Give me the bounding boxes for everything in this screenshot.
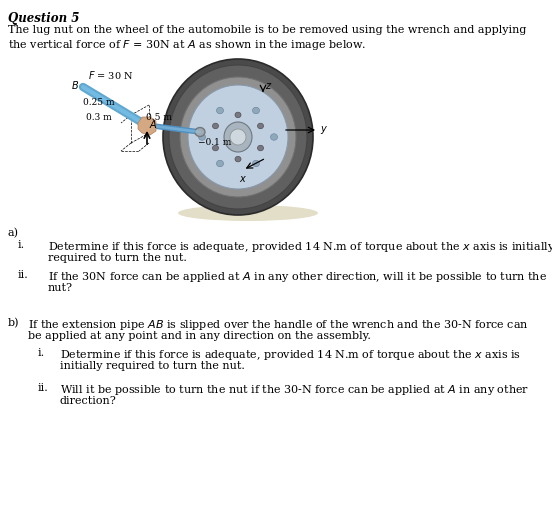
Ellipse shape bbox=[258, 123, 263, 129]
Text: $z$: $z$ bbox=[265, 81, 272, 91]
Text: $A$: $A$ bbox=[149, 118, 157, 130]
Text: i.: i. bbox=[18, 240, 25, 250]
Text: required to turn the nut.: required to turn the nut. bbox=[48, 253, 187, 263]
Ellipse shape bbox=[252, 160, 259, 167]
Text: a): a) bbox=[8, 228, 19, 238]
Text: $x$: $x$ bbox=[239, 174, 247, 184]
Text: $B$: $B$ bbox=[71, 79, 79, 91]
Ellipse shape bbox=[213, 123, 219, 129]
Ellipse shape bbox=[230, 129, 246, 145]
Text: direction?: direction? bbox=[60, 396, 117, 406]
Polygon shape bbox=[138, 117, 156, 135]
Text: $F$ = 30 N: $F$ = 30 N bbox=[88, 69, 134, 81]
Text: If the 30N force can be applied at $A$ in any other direction, will it be possib: If the 30N force can be applied at $A$ i… bbox=[48, 270, 547, 284]
Ellipse shape bbox=[216, 107, 224, 114]
Text: 0.25 m: 0.25 m bbox=[83, 98, 115, 107]
Text: 0.3 m: 0.3 m bbox=[86, 113, 112, 122]
Ellipse shape bbox=[235, 112, 241, 118]
Text: $y$: $y$ bbox=[320, 124, 328, 136]
Ellipse shape bbox=[199, 134, 205, 140]
Text: ii.: ii. bbox=[18, 270, 29, 280]
Text: Determine if this force is adequate, provided 14 N.m of torque about the $x$ axi: Determine if this force is adequate, pro… bbox=[48, 240, 552, 254]
Ellipse shape bbox=[216, 160, 224, 167]
Ellipse shape bbox=[224, 122, 252, 152]
Ellipse shape bbox=[235, 156, 241, 162]
Ellipse shape bbox=[213, 145, 219, 151]
Text: −0.1 m: −0.1 m bbox=[198, 138, 231, 147]
Ellipse shape bbox=[195, 128, 205, 136]
Ellipse shape bbox=[169, 65, 307, 209]
Ellipse shape bbox=[258, 145, 263, 151]
Text: 0.5 m: 0.5 m bbox=[146, 113, 172, 122]
Text: The lug nut on the wheel of the automobile is to be removed using the wrench and: The lug nut on the wheel of the automobi… bbox=[8, 25, 527, 35]
Ellipse shape bbox=[188, 85, 288, 189]
Ellipse shape bbox=[180, 77, 296, 197]
Text: Question 5: Question 5 bbox=[8, 12, 79, 25]
Text: Will it be possible to turn the nut if the 30-N force can be applied at $A$ in a: Will it be possible to turn the nut if t… bbox=[60, 383, 529, 397]
Text: Determine if this force is adequate, provided 14 N.m of torque about the $x$ axi: Determine if this force is adequate, pro… bbox=[60, 348, 521, 362]
Ellipse shape bbox=[252, 107, 259, 114]
Ellipse shape bbox=[163, 59, 313, 215]
Ellipse shape bbox=[270, 134, 278, 140]
Text: the vertical force of $F$ = 30N at $A$ as shown in the image below.: the vertical force of $F$ = 30N at $A$ a… bbox=[8, 38, 367, 52]
Text: b): b) bbox=[8, 318, 19, 328]
Ellipse shape bbox=[178, 205, 318, 221]
Text: If the extension pipe $AB$ is slipped over the handle of the wrench and the 30-N: If the extension pipe $AB$ is slipped ov… bbox=[28, 318, 529, 332]
Text: nut?: nut? bbox=[48, 283, 73, 293]
Text: ii.: ii. bbox=[38, 383, 49, 393]
Text: be applied at any point and in any direction on the assembly.: be applied at any point and in any direc… bbox=[28, 331, 371, 341]
Text: initially required to turn the nut.: initially required to turn the nut. bbox=[60, 361, 245, 371]
Text: i.: i. bbox=[38, 348, 45, 358]
